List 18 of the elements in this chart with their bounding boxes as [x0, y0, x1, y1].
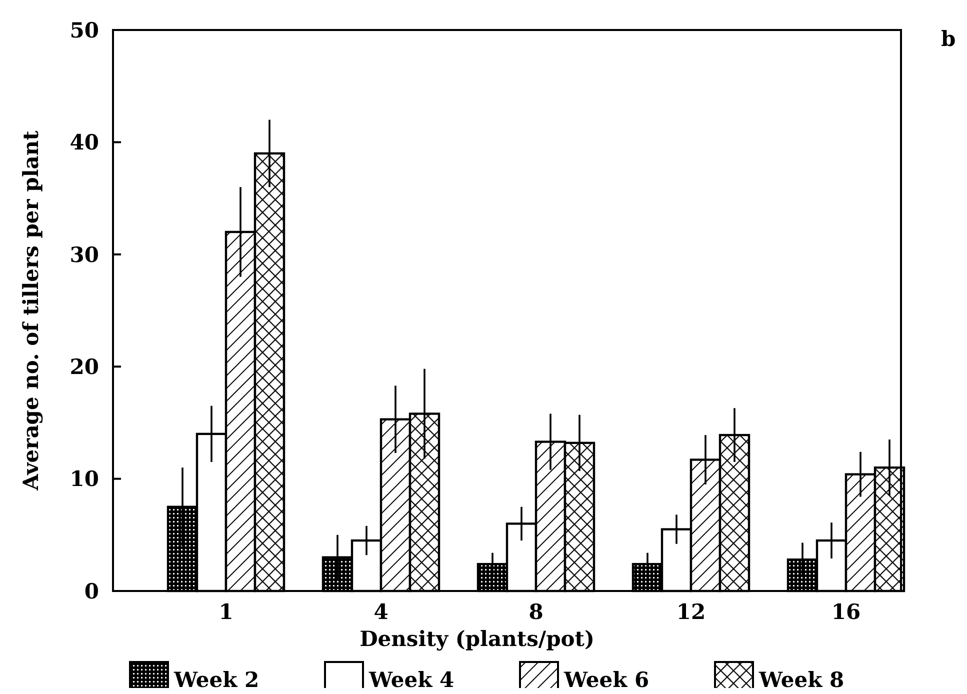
legend-label: Week 6: [563, 667, 650, 692]
y-tick-label: 10: [70, 466, 99, 492]
y-tick-label: 30: [70, 242, 99, 267]
x-tick-label: 4: [374, 599, 388, 624]
legend-label: Week 2: [173, 667, 260, 692]
y-tick-label: 20: [70, 354, 99, 379]
y-tick-label: 40: [70, 130, 99, 155]
y-tick-label: 50: [70, 17, 99, 42]
text: b: [941, 26, 956, 51]
x-axis-title: Density (plants/pot): [360, 626, 594, 651]
x-tick-label: 1: [218, 599, 234, 624]
x-tick-label: 8: [528, 599, 544, 624]
x-tick-label: 16: [831, 599, 861, 624]
legend-label: Week 4: [368, 667, 454, 692]
x-tick-label: 12: [676, 599, 706, 624]
y-axis-title: Average no. of tillers per plant: [18, 130, 43, 492]
legend-label: Week 8: [758, 667, 844, 692]
y-tick-label: 0: [84, 578, 99, 604]
